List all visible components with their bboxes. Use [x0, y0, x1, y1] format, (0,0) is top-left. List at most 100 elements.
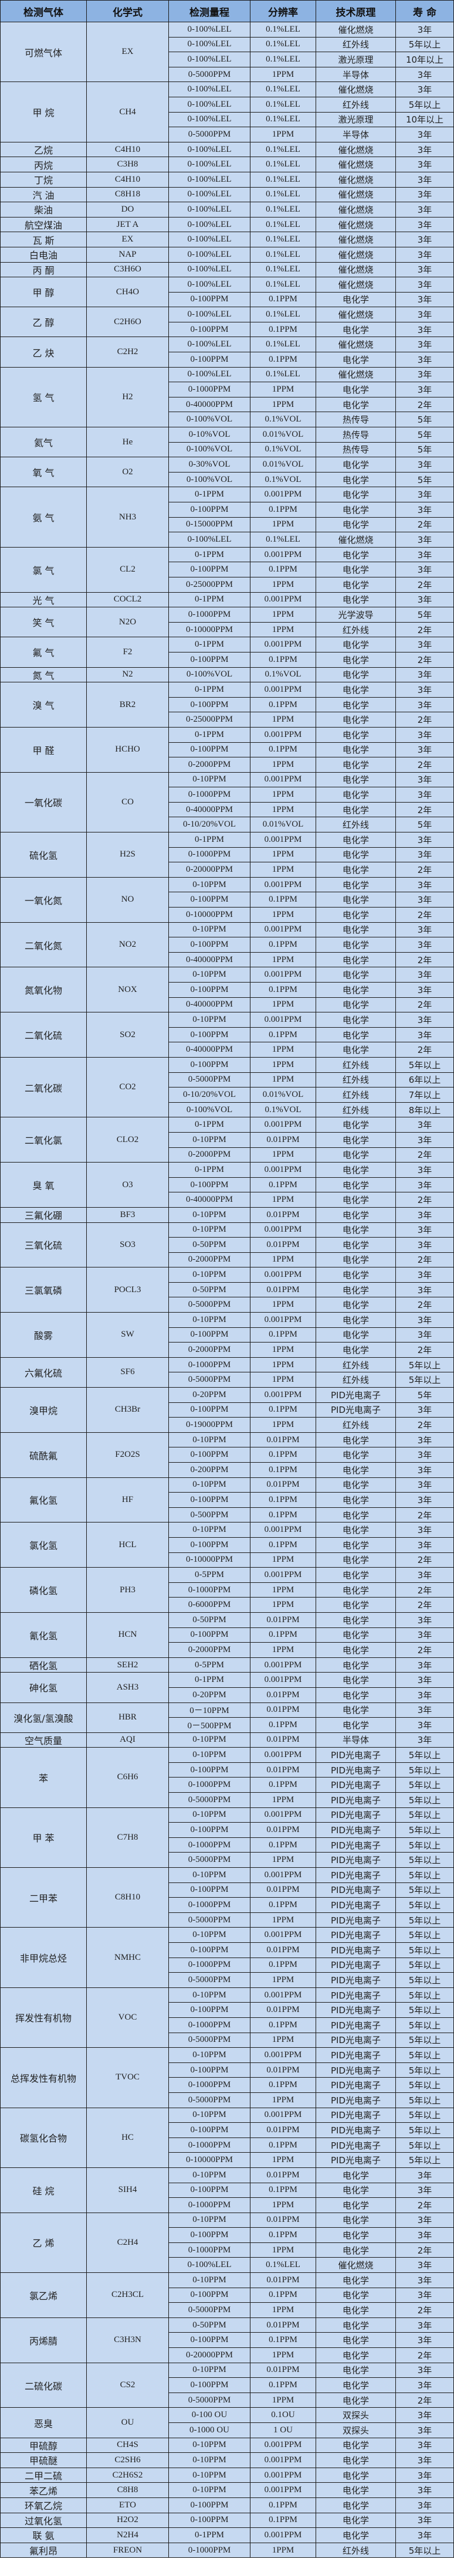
- range-cell: 0-1000PPM: [168, 1837, 250, 1853]
- principle-cell: 双探头: [316, 2422, 396, 2438]
- range-cell: 0-100PPM: [168, 696, 250, 713]
- range-cell: 0-1PPM: [168, 726, 250, 743]
- resolution-cell: 1PPM: [250, 1597, 316, 1613]
- principle-cell: 电化学: [316, 2377, 396, 2393]
- resolution-cell: 0.001PPM: [250, 1987, 316, 2003]
- gas-name-cell: 过氧化氢: [0, 2512, 87, 2529]
- life-cell: 3年: [395, 922, 454, 938]
- table-row: 非甲烷总烃 NMHC 0-10PPM 0.001PPM PID光电离子 5年以上: [0, 1927, 454, 1988]
- principle-cell: 电化学: [316, 2437, 396, 2453]
- resolution-cell: 0.01PPM: [250, 1942, 316, 1958]
- principle-cell: 电化学: [316, 907, 396, 923]
- table-row: 砷化氢 ASH3 0-1PPM 0.001PPM 电化学 3年: [0, 1672, 454, 1703]
- formula-cell: C8H10: [86, 1867, 169, 1928]
- life-cell: 2年: [395, 651, 454, 668]
- life-cell: 3年: [395, 2182, 454, 2198]
- resolution-cell: 0.1PPM: [250, 2377, 316, 2393]
- table-row: 苯 C6H6 0-10PPM 0.001PPM PID光电离子 5年以上: [0, 1747, 454, 1808]
- range-cell: 0-500PPM: [168, 1507, 250, 1523]
- principle-cell: 电化学: [316, 1627, 396, 1643]
- resolution-cell: 0.001PPM: [250, 2482, 316, 2498]
- table-row: 可燃气体 EX 0-100%LEL 0.1%LEL 催化燃烧 3年: [0, 21, 454, 83]
- table-row: 硫化氢 H2S 0-1PPM 0.001PPM 电化学 3年: [0, 832, 454, 878]
- life-cell: 5年以上: [395, 1912, 454, 1928]
- resolution-cell: 0.1PPM: [250, 2332, 316, 2349]
- range-cell: 0-5000PPM: [168, 2392, 250, 2408]
- principle-cell: 红外线: [316, 1087, 396, 1103]
- principle-cell: 电化学: [316, 2302, 396, 2318]
- principle-cell: PID光电离子: [316, 1897, 396, 1913]
- resolution-cell: 0.01PPM: [250, 2362, 316, 2378]
- gas-name-cell: 笑 气: [0, 607, 87, 638]
- range-cell: 0-10PPM: [168, 1267, 250, 1283]
- life-cell: 2年: [395, 1642, 454, 1658]
- range-cell: 0-40000PPM: [168, 1192, 250, 1208]
- life-cell: 3年: [395, 892, 454, 908]
- gas-name-cell: 二氧化碳: [0, 1056, 87, 1118]
- resolution-cell: 1PPM: [250, 127, 316, 142]
- principle-cell: 红外线: [316, 36, 396, 53]
- range-cell: 0-5000PPM: [168, 1792, 250, 1808]
- range-cell: 0-10PPM: [168, 1477, 250, 1493]
- resolution-cell: 1PPM: [250, 997, 316, 1013]
- range-cell: 0-1000PPM: [168, 607, 250, 623]
- table-row: 0-100PPM 0.1PPM 电化学 3年: [1, 291, 454, 308]
- range-cell: 0-100PPM: [168, 1447, 250, 1463]
- table-header-row: 检测气体 化学式 检测量程 分辨率 技术原理 寿 命: [0, 0, 454, 22]
- life-cell: 5年: [395, 817, 454, 833]
- principle-cell: 电化学: [316, 801, 396, 818]
- range-cell: 0-100%LEL: [168, 246, 250, 263]
- range-cell: 0-5000PPM: [168, 66, 250, 83]
- table-row: 0-19000PPM 1PPM 红外线 2年: [1, 1417, 454, 1433]
- resolution-cell: 0.001PPM: [250, 1867, 316, 1883]
- life-cell: 3年: [395, 291, 454, 308]
- gas-name-cell: 二硫化碳: [0, 2362, 87, 2408]
- table-row: 航空煤油 JET A 0-100%LEL 0.1%LEL 催化燃烧 3年: [0, 216, 454, 233]
- life-cell: 2年: [395, 712, 454, 728]
- life-cell: 3年: [395, 2212, 454, 2228]
- life-cell: 3年: [395, 2287, 454, 2303]
- life-cell: 3年: [395, 742, 454, 758]
- principle-cell: 红外线: [316, 96, 396, 113]
- table-row: 硒化氢 SEH2 0-5PPM 0.001PPM 电化学 3年: [0, 1657, 454, 1673]
- resolution-cell: 0.1PPM: [250, 1327, 316, 1343]
- principle-cell: 电化学: [316, 382, 396, 397]
- principle-cell: 电化学: [316, 937, 396, 953]
- formula-cell: CLO2: [86, 1117, 169, 1163]
- gas-name-cell: 二氧化氯: [0, 1117, 87, 1163]
- range-cell: 0-100%LEL: [168, 111, 250, 128]
- range-cell: 0-100PPM: [168, 651, 250, 668]
- life-cell: 3年: [395, 1207, 454, 1223]
- life-cell: 5年以上: [395, 1987, 454, 2003]
- principle-cell: 电化学: [316, 922, 396, 938]
- gas-name-cell: 溴化氢/氢溴酸: [0, 1702, 87, 1733]
- resolution-cell: 1PPM: [250, 66, 316, 83]
- table-row: 0-40000PPM 1PPM 电化学 2年: [1, 1192, 454, 1208]
- formula-cell: VOC: [86, 1987, 169, 2048]
- principle-cell: 电化学: [316, 1312, 396, 1328]
- range-cell: 0-6000PPM: [168, 1597, 250, 1613]
- life-cell: 5年以上: [395, 1777, 454, 1793]
- principle-cell: 电化学: [316, 516, 396, 533]
- range-cell: 0-100%VOL: [168, 471, 250, 488]
- gas-name-cell: 环氧乙烷: [0, 2497, 87, 2513]
- formula-cell: SW: [86, 1312, 169, 1358]
- table-row: 0-5000PPM 1PPM 半导体 3年: [1, 127, 454, 142]
- life-cell: 3年: [395, 2362, 454, 2378]
- resolution-cell: 1PPM: [250, 1357, 316, 1373]
- table-row: 0-20PPM 0.01PPM 电化学 3年: [1, 1687, 454, 1703]
- principle-cell: 电化学: [316, 1567, 396, 1583]
- principle-cell: 电化学: [316, 2197, 396, 2213]
- life-cell: 3年: [395, 1327, 454, 1343]
- range-cell: 0-100%VOL: [168, 1102, 250, 1118]
- life-cell: 5年以上: [395, 1927, 454, 1943]
- life-cell: 3年: [395, 1492, 454, 1508]
- principle-cell: 红外线: [316, 1102, 396, 1118]
- range-cell: 0-5PPM: [168, 1657, 250, 1673]
- resolution-cell: 1PPM: [250, 2152, 316, 2168]
- gas-name-cell: 苯: [0, 1747, 87, 1808]
- life-cell: 3年: [395, 937, 454, 953]
- table-row: 0-100PPM 0.01PPM PID光电离子 5年以上: [1, 1822, 454, 1838]
- life-cell: 2年: [395, 1417, 454, 1433]
- range-cell: 0-10000PPM: [168, 1552, 250, 1568]
